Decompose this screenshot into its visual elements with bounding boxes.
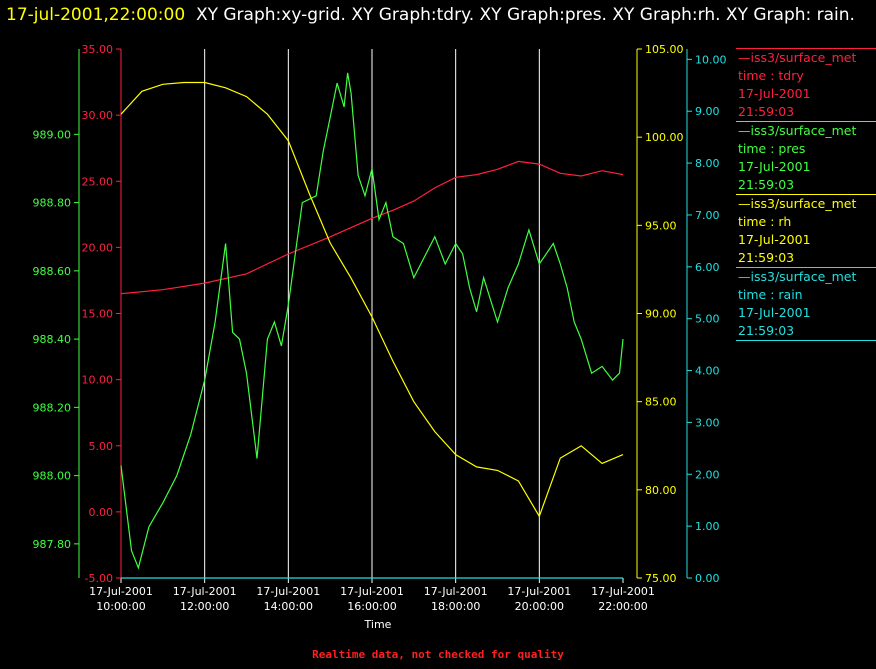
pres-y-tick-label: 987.80	[33, 538, 72, 551]
legend-detail: time : tdry	[738, 68, 804, 83]
x-tick-label-date: 17-Jul-2001	[424, 585, 488, 598]
legend-series-name: —iss3/surface_met	[738, 196, 857, 211]
rh-series-line	[120, 81, 624, 518]
rain-y-tick-label: 4.00	[695, 365, 720, 378]
pres-y-tick-label: 988.40	[33, 333, 72, 346]
legend-series-name: —iss3/surface_met	[738, 50, 857, 65]
title-graph-list: XY Graph:xy-grid. XY Graph:tdry. XY Grap…	[195, 5, 855, 25]
rain-y-tick-label: 5.00	[695, 313, 720, 326]
legend-detail: time : rain	[738, 287, 803, 302]
chart-title: 17-jul-2001,22:00:00 XY Graph:xy-grid. X…	[6, 2, 866, 28]
legend: —iss3/surface_met time : tdry 17-Jul-2001 2…	[736, 48, 876, 341]
rh-y-tick-label: 95.00	[645, 219, 677, 232]
rain-y-tick-label: 7.00	[695, 209, 720, 222]
rain-y-tick-label: 0.00	[695, 572, 720, 585]
x-tick-label-date: 17-Jul-2001	[591, 585, 655, 598]
rain-y-tick-label: 10.00	[695, 53, 727, 66]
tdry-y-tick-label: 30.00	[82, 109, 114, 122]
tdry-y-tick-label: -5.00	[85, 572, 113, 585]
legend-series-name: —iss3/surface_met	[738, 123, 857, 138]
x-tick-label-time: 14:00:00	[264, 600, 313, 613]
legend-detail: 21:59:03	[738, 323, 795, 338]
x-tick-label-time: 22:00:00	[598, 600, 647, 613]
x-tick-label-time: 20:00:00	[515, 600, 564, 613]
tdry-y-tick-label: 0.00	[89, 506, 114, 519]
rain-y-tick-label: 9.00	[695, 105, 720, 118]
x-tick-label-date: 17-Jul-2001	[89, 585, 153, 598]
x-tick-label-date: 17-Jul-2001	[256, 585, 320, 598]
tdry-y-tick-label: 35.00	[82, 43, 114, 56]
legend-detail: 17-Jul-2001	[738, 305, 811, 320]
rh-y-tick-label: 105.00	[645, 43, 684, 56]
x-tick-label-date: 17-Jul-2001	[507, 585, 571, 598]
x-tick-label-time: 12:00:00	[180, 600, 229, 613]
legend-detail: 17-Jul-2001	[738, 86, 811, 101]
rain-y-tick-label: 6.00	[695, 261, 720, 274]
pres-y-tick-label: 988.60	[33, 265, 72, 278]
legend-detail: time : rh	[738, 214, 792, 229]
legend-detail: 17-Jul-2001	[738, 159, 811, 174]
tdry-y-tick-label: 15.00	[82, 308, 114, 321]
rain-y-tick-label: 1.00	[695, 520, 720, 533]
legend-end-rule	[736, 340, 876, 341]
tdry-y-tick-label: 20.00	[82, 241, 114, 254]
tdry-series-line	[120, 160, 624, 295]
pres-y-tick-label: 988.20	[33, 401, 72, 414]
tdry-y-tick-label: 5.00	[89, 440, 114, 453]
rh-y-tick-label: 75.00	[645, 572, 677, 585]
x-axis-label: Time	[364, 618, 392, 631]
xy-graph: 17-Jul-2001 10:00:00 17-Jul-2001 12:00:00 17…	[33, 43, 727, 631]
title-timestamp: 17-jul-2001,22:00:00	[6, 5, 186, 25]
rh-y-tick-label: 90.00	[645, 308, 677, 321]
pres-y-tick-label: 988.80	[33, 197, 72, 210]
legend-detail: 21:59:03	[738, 104, 795, 119]
legend-detail: 21:59:03	[738, 177, 795, 192]
pres-y-tick-label: 989.00	[33, 128, 72, 141]
x-tick-label-time: 18:00:00	[431, 600, 480, 613]
legend-detail: time : pres	[738, 141, 806, 156]
tdry-y-tick-label: 10.00	[82, 374, 114, 387]
rh-y-tick-label: 85.00	[645, 396, 677, 409]
tdry-y-tick-label: 25.00	[82, 175, 114, 188]
pres-series-line	[120, 72, 624, 570]
x-tick-label-time: 10:00:00	[96, 600, 145, 613]
x-tick-label-time: 16:00:00	[347, 600, 396, 613]
x-tick-label-date: 17-Jul-2001	[340, 585, 404, 598]
legend-series-name: —iss3/surface_met	[738, 269, 857, 284]
legend-detail: 21:59:03	[738, 250, 795, 265]
rain-y-tick-label: 2.00	[695, 468, 720, 481]
quality-note: Realtime data, not checked for quality	[312, 648, 564, 661]
legend-detail: 17-Jul-2001	[738, 232, 811, 247]
rain-y-tick-label: 3.00	[695, 416, 720, 429]
rh-y-tick-label: 100.00	[645, 131, 684, 144]
rh-y-tick-label: 80.00	[645, 484, 677, 497]
pres-y-tick-label: 988.00	[33, 470, 72, 483]
rain-y-tick-label: 8.00	[695, 157, 720, 170]
x-tick-label-date: 17-Jul-2001	[173, 585, 237, 598]
